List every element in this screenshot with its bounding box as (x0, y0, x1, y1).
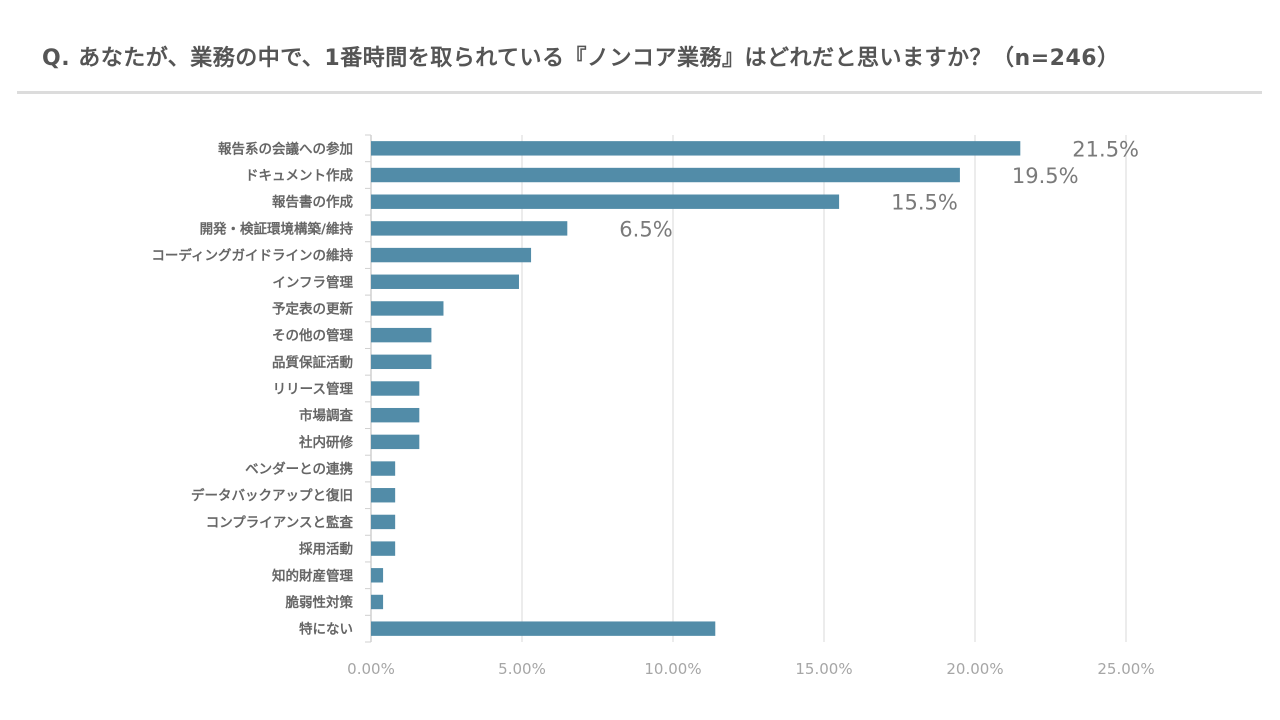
x-tick-label: 10.00% (644, 660, 701, 678)
category-label: 報告書の作成 (272, 194, 353, 211)
bar (371, 194, 840, 209)
bar (371, 247, 532, 263)
category-label: 開発・検証環境構築/維持 (200, 220, 354, 237)
category-label: データバックアップと復旧 (191, 487, 353, 504)
bar (371, 354, 432, 370)
category-label: 社内研修 (298, 434, 353, 451)
bar (371, 167, 960, 183)
x-tick-label: 25.00% (1097, 660, 1154, 678)
y-axis (365, 134, 372, 643)
category-label: 報告系の会議への参加 (218, 140, 353, 157)
category-label: ドキュメント作成 (245, 167, 353, 184)
chart-title: Q. あなたが、業務の中で、1番時間を取られている『ノンコア業務』はどれだと思い… (42, 46, 1120, 71)
data-label: 21.5% (1072, 137, 1139, 161)
bar (371, 488, 396, 503)
x-tick-labels: 0.00% 5.00% 10.00% 15.00% 20.00% 25.00% (347, 660, 1154, 678)
grid-lines (521, 135, 1127, 642)
bar (371, 541, 396, 556)
bar (371, 381, 420, 396)
bars (371, 141, 1021, 636)
bar (371, 327, 432, 343)
x-tick-label: 20.00% (946, 660, 1003, 678)
bar (371, 407, 420, 423)
x-tick-label: 5.00% (498, 660, 546, 678)
category-label: 知的財産管理 (272, 567, 353, 584)
bar (371, 461, 396, 476)
category-label: コーディングガイドラインの維持 (151, 247, 353, 264)
category-labels: 報告系の会議への参加ドキュメント作成報告書の作成開発・検証環境構築/維持コーディ… (151, 140, 353, 637)
bar (371, 274, 519, 289)
bar (371, 568, 384, 583)
category-label: インフラ管理 (272, 274, 353, 291)
bar (371, 621, 716, 636)
category-label: その他の管理 (272, 327, 353, 344)
category-label: 特にない (299, 621, 353, 638)
category-label: ベンダーとの連携 (245, 461, 353, 478)
data-label: 19.5% (1012, 164, 1079, 188)
data-labels: 21.5% 19.5% 15.5% 6.5% (619, 137, 1139, 241)
category-label: 品質保証活動 (272, 354, 353, 371)
category-label: 採用活動 (299, 541, 353, 558)
bar (371, 221, 568, 236)
x-tick-label: 0.00% (347, 660, 395, 678)
title-separator (17, 91, 1262, 94)
data-label: 15.5% (891, 191, 958, 215)
bar (371, 434, 420, 450)
x-tick-label: 15.00% (795, 660, 852, 678)
bar (371, 594, 384, 610)
bar (371, 301, 444, 316)
category-label: リリース管理 (273, 381, 354, 398)
category-label: 脆弱性対策 (285, 594, 354, 611)
category-label: コンプライアンスと監査 (206, 514, 354, 531)
bar (371, 514, 396, 530)
category-label: 市場調査 (299, 407, 353, 424)
category-label: 予定表の更新 (272, 300, 353, 317)
bar (371, 141, 1021, 156)
data-label: 6.5% (619, 217, 672, 241)
